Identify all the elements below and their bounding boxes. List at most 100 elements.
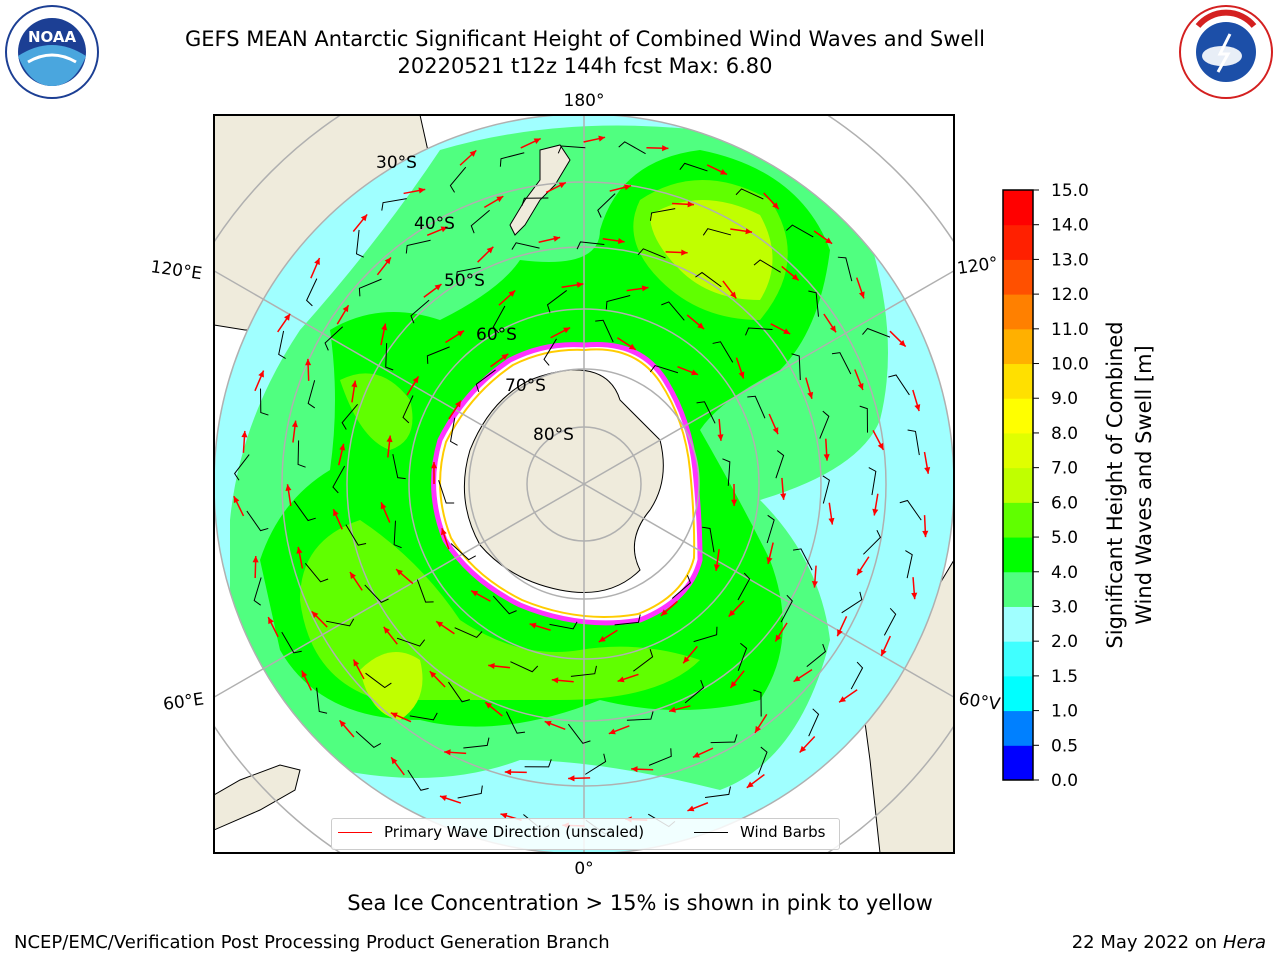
wave-arrow-head <box>598 636 606 642</box>
wave-arrow-head <box>381 323 388 331</box>
wind-barb <box>793 548 813 571</box>
wind-barb <box>831 352 852 375</box>
wave-arrow-head <box>799 745 807 753</box>
wave-arrow-head <box>598 135 606 142</box>
wind-barb <box>570 665 597 677</box>
wind-barb <box>307 380 316 409</box>
wind-barb <box>448 681 470 703</box>
wave-arrow-head <box>268 617 274 625</box>
wind-barb <box>358 278 382 297</box>
wind-barb <box>618 141 646 155</box>
wave-arrow-head <box>922 530 929 538</box>
wave-arrow-head <box>544 720 552 727</box>
wave-arrow-head <box>440 226 448 233</box>
colorbar-segment <box>1003 224 1033 260</box>
wave-arrow-head <box>911 592 918 600</box>
wave-arrow-head <box>252 555 259 563</box>
wind-barb <box>753 259 781 273</box>
colorbar-title-line2: Wind Waves and Swell [m] <box>1132 345 1156 625</box>
wind-barb <box>859 405 869 433</box>
legend-item-barbs: Wind Barbs <box>694 823 825 841</box>
colorbar-segment <box>1003 467 1033 503</box>
colorbar-tick-label: 7.0 <box>1051 459 1078 479</box>
wind-barb <box>710 734 738 744</box>
colorbar-segment <box>1003 294 1033 330</box>
wind-barb <box>735 188 764 200</box>
wind-barb <box>324 326 344 351</box>
wave-arrow-head <box>444 749 451 756</box>
colorbar-tick-label: 8.0 <box>1051 424 1078 444</box>
sea-ice-caption: Sea Ice Concentration > 15% is shown in … <box>347 891 933 915</box>
colorbar-tick-label: 4.0 <box>1051 563 1078 583</box>
wind-barb <box>868 467 877 496</box>
wind-barb <box>862 327 891 338</box>
colorbar-tick-label: 11.0 <box>1051 320 1089 340</box>
wind-barb <box>766 514 775 544</box>
wave-arrow-head <box>457 330 465 337</box>
colorbar-tick-label: 3.0 <box>1051 597 1078 617</box>
wave-arrow-head <box>391 757 398 765</box>
wind-barb <box>546 290 568 313</box>
wave-arrow-head <box>881 649 887 657</box>
wave-arrow-head <box>412 376 419 384</box>
wind-barb <box>905 550 913 579</box>
wind-barb <box>416 579 434 603</box>
wind-barb <box>304 562 329 583</box>
wave-arrow-head <box>681 249 688 256</box>
wave-arrow-head <box>258 370 264 378</box>
wind-barb <box>597 193 616 218</box>
wind-barb <box>822 475 830 504</box>
wind-barb <box>455 266 481 280</box>
colorbar-segment <box>1003 745 1033 781</box>
wave-arrow-head <box>775 634 782 642</box>
wave-arrow-head <box>877 442 884 450</box>
wind-barb <box>293 500 316 522</box>
footer-machine: Hera <box>1222 932 1266 953</box>
wind-barb <box>661 301 685 321</box>
wave-arrow-head <box>439 795 447 801</box>
wind-barb <box>345 524 367 546</box>
wave-arrow-head <box>730 291 737 299</box>
lat-label-30s: 30°S <box>376 153 417 173</box>
wind-barb <box>702 526 715 553</box>
wave-arrow-head <box>390 712 398 719</box>
colorbar-tick-label: 12.0 <box>1051 285 1089 305</box>
wind-barb <box>614 614 641 626</box>
wave-arrow-head <box>383 626 390 634</box>
wave-arrow-head <box>738 371 745 379</box>
colorbar-tick-label: 0.5 <box>1051 736 1078 756</box>
wave-arrow-head <box>380 502 387 510</box>
colorbar-segment <box>1003 571 1033 607</box>
wind-barb <box>745 327 773 336</box>
wind-barb <box>649 364 679 374</box>
wave-arrow-head <box>660 609 668 616</box>
wind-barb <box>306 278 318 307</box>
wave-arrow-head <box>899 340 906 347</box>
colorbar-segment <box>1003 190 1033 226</box>
colorbar-segment <box>1003 328 1033 365</box>
wind-barb <box>297 440 306 468</box>
legend-item-wave: Primary Wave Direction (unscaled) <box>338 823 644 841</box>
wind-barb <box>649 208 676 221</box>
wind-barb <box>633 649 654 672</box>
wind-barb <box>791 353 801 381</box>
wave-arrow-head <box>305 358 312 366</box>
wave-arrow-head <box>488 662 495 670</box>
wind-barb <box>385 343 394 371</box>
wind-barbs <box>233 141 922 835</box>
wind-barb <box>457 785 483 799</box>
wind-barb <box>806 643 827 668</box>
wave-arrow-head <box>434 284 442 291</box>
colorbar-segment <box>1003 606 1033 642</box>
wave-arrow-head <box>839 696 846 703</box>
wind-barb <box>426 346 450 364</box>
wave-arrow-head <box>783 328 791 335</box>
colorbar-title-line1: Significant Height of Combined <box>1103 321 1127 649</box>
legend-barb-label: Wind Barbs <box>740 823 826 841</box>
lat-label-50s: 50°S <box>444 271 485 291</box>
wave-arrow-head <box>924 466 931 474</box>
wave-arrow-head <box>351 380 358 388</box>
wave-arrow-head <box>563 327 571 334</box>
wave-arrow-head <box>829 325 836 333</box>
